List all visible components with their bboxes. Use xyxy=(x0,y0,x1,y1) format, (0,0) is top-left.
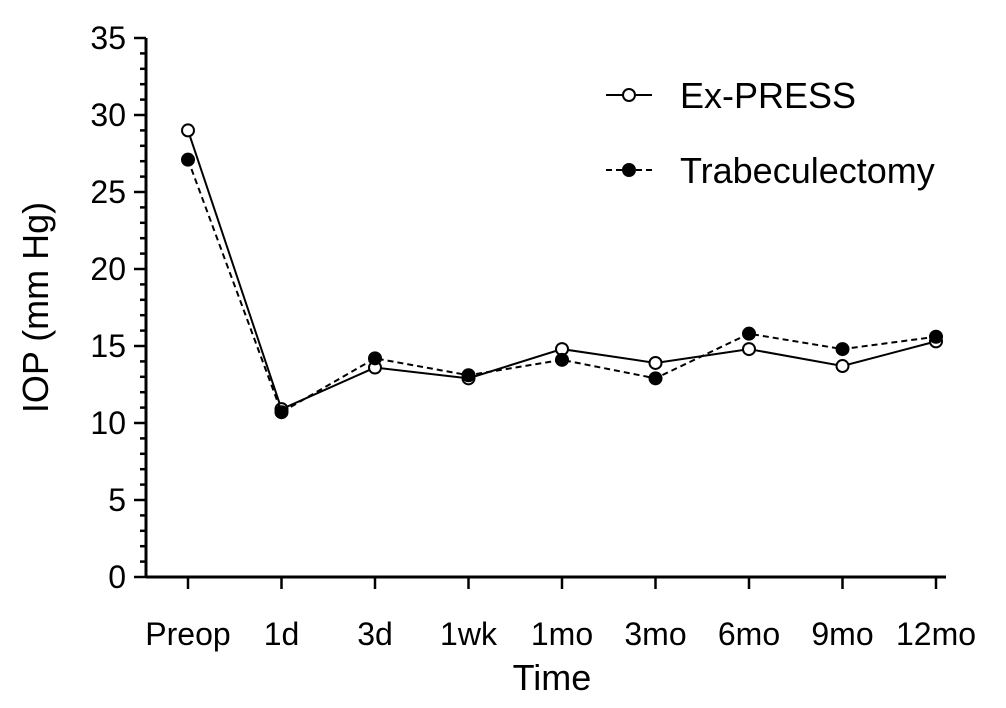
y-tick-label: 0 xyxy=(108,559,126,595)
y-tick-label: 35 xyxy=(90,20,126,56)
legend-item: Trabeculectomy xyxy=(606,150,935,191)
y-tick-label: 15 xyxy=(90,328,126,364)
legend: Ex-PRESS Trabeculectomy xyxy=(606,75,935,191)
x-tick-label: 1wk xyxy=(440,616,498,652)
series-trabeculectomy xyxy=(181,152,943,420)
y-tick-label: 20 xyxy=(90,251,126,287)
legend-label: Trabeculectomy xyxy=(680,150,935,191)
legend-item: Ex-PRESS xyxy=(606,75,856,116)
data-point xyxy=(555,352,569,367)
data-point xyxy=(835,359,850,374)
data-point xyxy=(742,342,756,357)
data-point xyxy=(274,405,289,420)
series-line xyxy=(187,159,937,414)
series-layer xyxy=(181,123,943,420)
data-point xyxy=(929,329,943,344)
y-axis-title: IOP (mm Hg) xyxy=(15,202,56,413)
axes xyxy=(144,38,946,579)
data-point xyxy=(181,123,195,138)
data-point xyxy=(648,355,663,370)
data-point xyxy=(368,351,382,366)
y-ticks: 0 5 10 15 20 25 30 35 xyxy=(90,20,146,595)
legend-marker-sample xyxy=(622,163,636,177)
x-axis-title: Time xyxy=(513,657,592,698)
x-tick-label: 1mo xyxy=(531,616,593,652)
x-tick-label: 3d xyxy=(357,616,393,652)
y-tick-label: 30 xyxy=(90,97,126,133)
legend-marker-sample xyxy=(622,88,636,102)
x-tick-label: 6mo xyxy=(718,616,780,652)
x-tick-label: 3mo xyxy=(624,616,686,652)
legend-label: Ex-PRESS xyxy=(680,75,856,116)
x-ticks: Preop 1d 3d 1wk 1mo 3mo 6mo 9mo 12mo xyxy=(145,577,976,652)
x-tick-label: Preop xyxy=(145,616,230,652)
data-point xyxy=(742,326,756,341)
data-point xyxy=(461,368,476,383)
data-point xyxy=(181,152,195,167)
x-tick-label: 9mo xyxy=(811,616,873,652)
data-point xyxy=(835,342,850,357)
y-tick-label: 5 xyxy=(108,482,126,518)
y-tick-label: 25 xyxy=(90,174,126,210)
data-point xyxy=(648,371,663,386)
y-tick-label: 10 xyxy=(90,405,126,441)
x-tick-label: 1d xyxy=(264,616,300,652)
x-tick-label: 12mo xyxy=(896,616,976,652)
